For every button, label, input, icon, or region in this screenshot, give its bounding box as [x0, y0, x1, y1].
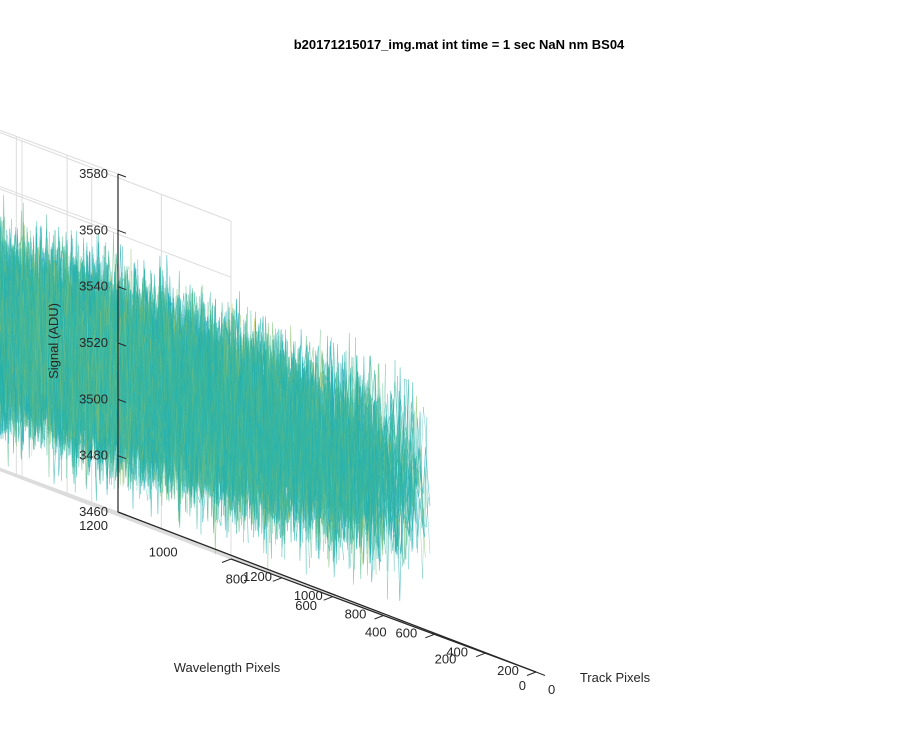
y-tick	[187, 538, 197, 543]
z-tick-label: 3500	[79, 391, 108, 406]
z-tick	[117, 455, 127, 460]
surface-mesh	[0, 194, 431, 602]
axis-lines	[117, 173, 546, 676]
y-tick-label: 1200	[79, 518, 108, 533]
surface-line	[166, 305, 428, 579]
z-tick	[117, 398, 127, 403]
surface-line	[142, 321, 404, 550]
y-tick-label: 1000	[149, 545, 178, 560]
x-tick-label: 1000	[294, 588, 323, 603]
z-tick	[117, 229, 127, 234]
y-tick	[257, 564, 267, 570]
chart-title: b20171215017_img.mat int time = 1 sec Na…	[294, 37, 625, 52]
y-tick-label: 200	[435, 651, 457, 666]
x-axis-label: Track Pixels	[580, 670, 651, 685]
grid-line	[0, 468, 333, 598]
x-tick	[272, 577, 283, 582]
grid-line	[0, 129, 119, 175]
z-tick	[117, 173, 127, 178]
x-tick	[374, 615, 384, 620]
grid-line	[0, 186, 119, 231]
y-tick	[535, 671, 546, 676]
z-tick	[117, 286, 127, 291]
z-tick-label: 3480	[79, 448, 108, 463]
grid-line	[0, 468, 384, 616]
z-tick-label: 3560	[79, 222, 108, 237]
grid-line	[0, 188, 232, 278]
x-tick	[526, 671, 537, 676]
y-tick-label: 400	[365, 625, 387, 640]
grid-line	[0, 469, 283, 579]
z-tick-label: 3520	[79, 335, 108, 350]
surface-line	[145, 293, 407, 569]
x-tick-label: 200	[497, 663, 519, 678]
y-axis-label: Wavelength Pixels	[174, 660, 281, 675]
z-tick-label: 3540	[79, 279, 108, 294]
x-tick	[425, 633, 435, 639]
y-tick	[326, 591, 337, 596]
x-tick	[475, 652, 486, 658]
surface-line	[0, 234, 107, 440]
y-tick-label: 0	[519, 678, 526, 693]
grid-line	[0, 470, 232, 560]
y-tick	[117, 511, 128, 516]
surface-line	[163, 320, 425, 570]
x-tick-label: 600	[396, 626, 418, 641]
grid-line	[0, 132, 232, 222]
tick-labels: 3460348035003520354035603580020040060080…	[79, 166, 555, 697]
grid-line	[16, 473, 435, 635]
surface-line	[169, 325, 431, 560]
y-tick-label: 600	[295, 598, 317, 613]
x-tick-label: 0	[548, 682, 555, 697]
x-tick-label: 800	[345, 607, 367, 622]
x-tick-label: 1200	[243, 569, 272, 584]
x-tick	[323, 596, 333, 601]
z-tick-label: 3460	[79, 504, 108, 519]
x-tick-label: 400	[446, 644, 468, 659]
x-tick	[221, 558, 232, 563]
z-axis-label: Signal (ADU)	[46, 303, 61, 379]
y-tick-label: 800	[226, 571, 248, 586]
y-tick	[466, 644, 476, 650]
y-tick	[396, 618, 406, 623]
z-tick-label: 3580	[79, 166, 108, 181]
z-tick	[117, 342, 127, 347]
